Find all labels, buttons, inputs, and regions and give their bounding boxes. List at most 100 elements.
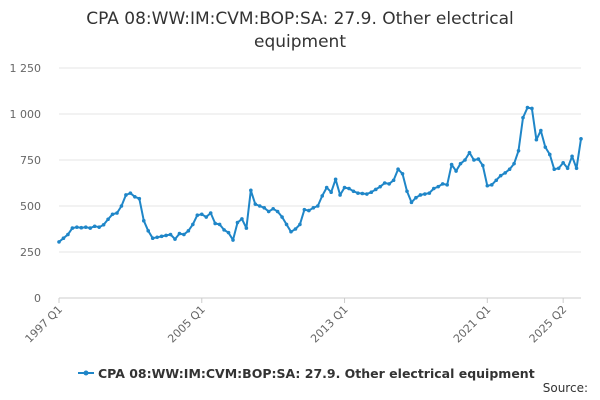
data-point[interactable] <box>226 230 231 235</box>
data-point[interactable] <box>70 226 75 230</box>
data-point[interactable] <box>280 215 284 219</box>
data-point[interactable] <box>378 184 383 189</box>
data-point[interactable] <box>101 222 106 227</box>
data-point[interactable] <box>284 222 289 227</box>
data-point[interactable] <box>204 215 209 219</box>
legend-label[interactable]: CPA 08:WW:IM:CVM:BOP:SA: 27.9. Other ele… <box>98 366 535 381</box>
data-point[interactable] <box>173 237 177 241</box>
data-point[interactable] <box>146 229 151 233</box>
data-point[interactable] <box>159 234 164 239</box>
data-point[interactable] <box>458 161 463 166</box>
data-point[interactable] <box>289 229 293 234</box>
data-point[interactable] <box>543 145 548 149</box>
data-point[interactable] <box>338 193 342 197</box>
data-point[interactable] <box>222 228 226 232</box>
data-point[interactable] <box>244 226 249 230</box>
data-point[interactable] <box>342 185 347 190</box>
data-point[interactable] <box>168 232 173 237</box>
data-point[interactable] <box>249 188 253 193</box>
data-point[interactable] <box>405 189 409 194</box>
data-point[interactable] <box>186 229 191 233</box>
data-point[interactable] <box>481 163 485 168</box>
data-point[interactable] <box>217 222 222 227</box>
data-point[interactable] <box>347 186 351 191</box>
data-point[interactable] <box>476 157 481 161</box>
data-point[interactable] <box>565 166 570 171</box>
data-point[interactable] <box>391 178 396 183</box>
data-point[interactable] <box>119 204 124 208</box>
data-point[interactable] <box>199 212 204 217</box>
data-point[interactable] <box>373 187 378 192</box>
data-point[interactable] <box>293 227 298 231</box>
data-point[interactable] <box>445 183 449 187</box>
data-point[interactable] <box>552 167 557 171</box>
data-point[interactable] <box>427 191 432 195</box>
data-point[interactable] <box>454 169 458 173</box>
data-point[interactable] <box>311 206 316 210</box>
data-point[interactable] <box>79 225 84 230</box>
data-point[interactable] <box>570 154 574 159</box>
data-point[interactable] <box>431 186 436 191</box>
data-point[interactable] <box>106 217 110 222</box>
data-point[interactable] <box>315 204 320 208</box>
data-point[interactable] <box>320 194 325 198</box>
data-point[interactable] <box>525 105 530 110</box>
data-point[interactable] <box>485 183 490 188</box>
data-point[interactable] <box>150 236 155 240</box>
data-point[interactable] <box>396 167 400 171</box>
data-point[interactable] <box>266 209 271 214</box>
data-point[interactable] <box>208 211 213 215</box>
data-point[interactable] <box>489 183 494 187</box>
data-point[interactable] <box>115 211 119 215</box>
data-point[interactable] <box>414 195 418 200</box>
data-point[interactable] <box>213 221 217 226</box>
data-point[interactable] <box>110 212 115 217</box>
data-point[interactable] <box>302 207 307 212</box>
data-point[interactable] <box>574 166 579 171</box>
data-point[interactable] <box>235 220 240 225</box>
data-point[interactable] <box>556 166 561 171</box>
data-point[interactable] <box>356 191 360 195</box>
data-point[interactable] <box>329 190 333 194</box>
data-point[interactable] <box>191 222 195 227</box>
data-point[interactable] <box>579 137 583 141</box>
data-point[interactable] <box>88 226 93 230</box>
data-point[interactable] <box>231 238 235 242</box>
data-point[interactable] <box>182 232 186 237</box>
data-point[interactable] <box>494 178 499 183</box>
data-point[interactable] <box>195 213 200 217</box>
data-point[interactable] <box>507 167 512 171</box>
data-point[interactable] <box>124 193 128 197</box>
data-point[interactable] <box>57 240 61 244</box>
data-point[interactable] <box>61 236 66 240</box>
data-point[interactable] <box>155 235 159 240</box>
data-point[interactable] <box>240 217 244 221</box>
data-point[interactable] <box>423 192 427 196</box>
data-point[interactable] <box>409 200 414 205</box>
data-point[interactable] <box>369 190 374 194</box>
data-point[interactable] <box>463 158 467 162</box>
data-point[interactable] <box>521 115 525 120</box>
data-point[interactable] <box>97 225 101 229</box>
data-point[interactable] <box>83 225 88 229</box>
data-point[interactable] <box>66 232 70 237</box>
data-point[interactable] <box>561 160 565 165</box>
data-point[interactable] <box>400 172 405 176</box>
data-point[interactable] <box>307 208 311 213</box>
data-point[interactable] <box>467 150 472 155</box>
data-point[interactable] <box>547 152 552 157</box>
data-point[interactable] <box>512 161 516 166</box>
data-point[interactable] <box>257 204 262 208</box>
data-point[interactable] <box>351 189 356 194</box>
data-point[interactable] <box>275 209 280 214</box>
data-point[interactable] <box>253 202 258 206</box>
data-point[interactable] <box>92 224 97 229</box>
data-point[interactable] <box>271 206 275 211</box>
data-point[interactable] <box>387 182 391 186</box>
data-point[interactable] <box>128 191 133 195</box>
data-point[interactable] <box>177 231 182 236</box>
data-point[interactable] <box>365 192 369 196</box>
data-point[interactable] <box>534 137 539 142</box>
data-point[interactable] <box>539 128 543 133</box>
data-point[interactable] <box>141 218 146 223</box>
